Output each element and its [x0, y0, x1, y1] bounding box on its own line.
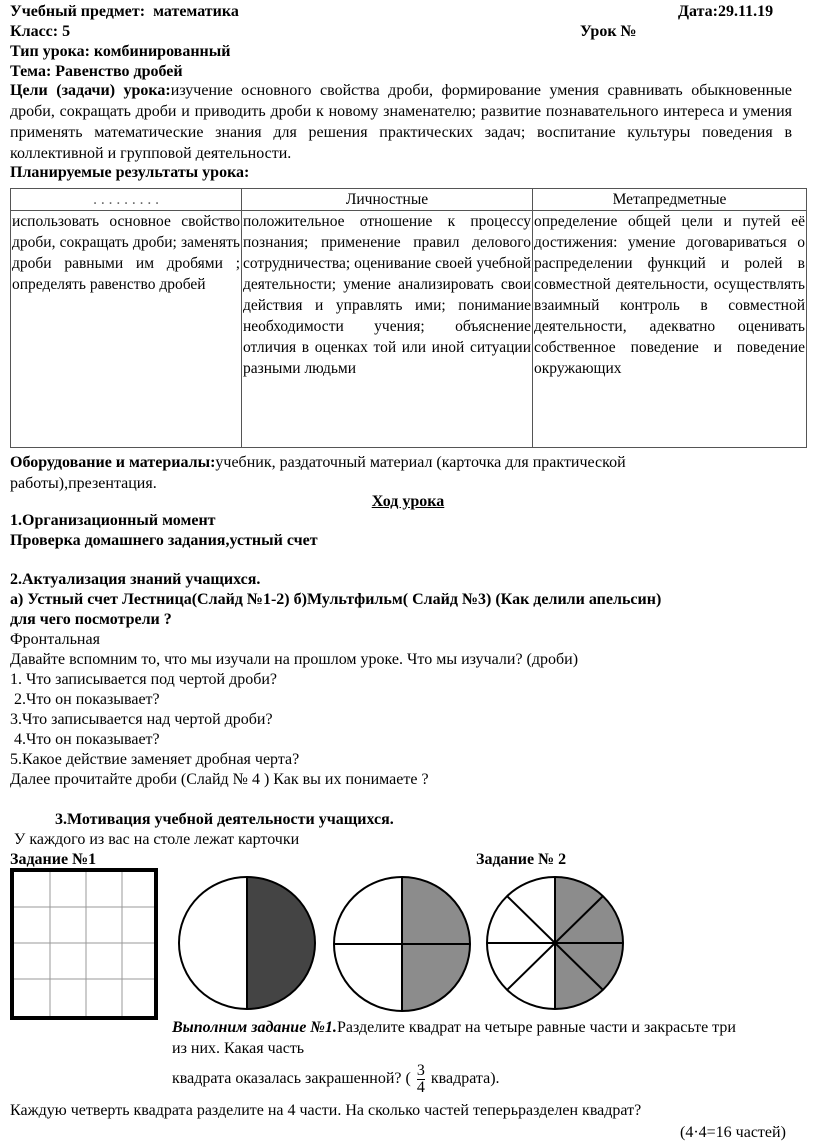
text-line: 5.Какое действие заменяет дробная черта?: [10, 751, 300, 768]
planned-results: Планируемые результаты урока:: [10, 164, 250, 181]
table-header: . . . . . . . . .: [10, 188, 242, 211]
goals: Цели (задачи) урока:изучение основного с…: [10, 80, 792, 164]
table-header: Личностные: [241, 188, 533, 211]
equipment-text: учебник, раздаточный материал (карточка …: [10, 454, 626, 492]
text-line: для чего посмотрели ?: [10, 611, 172, 628]
denominator: 4: [416, 1078, 425, 1096]
square-grid: [10, 868, 158, 1020]
text-line: а) Устный счет Лестница(Слайд №1-2) б)Му…: [10, 591, 662, 608]
date: Дата:29.11.19: [678, 3, 774, 20]
table-cell: использовать основное свойство дроби, со…: [10, 210, 242, 448]
text-line: Давайте вспомним то, что мы изучали на п…: [10, 651, 579, 668]
task2-label: Задание № 2: [476, 851, 567, 868]
goals-text: изучение основного свойства дроби, форми…: [10, 82, 792, 162]
text-line: У каждого из вас на столе лежат карточки: [10, 831, 300, 848]
subject-label: Учебный предмет:: [10, 3, 146, 20]
text-line: 3.Что записывается над чертой дроби?: [10, 711, 273, 728]
class: Класс: 5: [10, 23, 71, 40]
text-line: 2.Актуализация знаний учащихся.: [10, 571, 261, 588]
task-lead: Выполним задание №1.: [172, 1019, 337, 1036]
table-header-row: . . . . . . . . . Личностные Метапредмет…: [10, 188, 807, 211]
subject: Учебный предмет: математика: [10, 2, 239, 22]
text-line: 1. Что записывается под чертой дроби?: [10, 671, 278, 688]
text-line: Фронтальная: [10, 631, 100, 648]
course-title: Ход урока: [371, 493, 445, 510]
topic: Тема: Равенство дробей: [10, 63, 183, 80]
table-cell: определение общей цели и путей её достиж…: [532, 210, 807, 448]
goals-label: Цели (задачи) урока:: [10, 82, 171, 99]
table-cell: положительное отношение к процессу позна…: [241, 210, 533, 448]
task-text-line4: Каждую четверть квадрата разделите на 4 …: [10, 1102, 642, 1119]
task-figures: [10, 868, 624, 1020]
task1-label: Задание №1: [10, 851, 97, 868]
text-line: 1.Организационный момент: [10, 512, 216, 529]
circle-eighths: [486, 876, 624, 1010]
text-line: Проверка домашнего задания,устный счет: [10, 532, 318, 549]
text-line: 2.Что он показывает?: [10, 691, 160, 708]
lesson-number: Урок №: [580, 23, 637, 40]
results-table: . . . . . . . . . Личностные Метапредмет…: [10, 188, 807, 448]
task-text-line1: Выполним задание №1.Разделите квадрат на…: [172, 1018, 736, 1038]
table-header: Метапредметные: [532, 188, 807, 211]
task-answer: (4·4=16 частей): [680, 1124, 786, 1141]
numerator: 3: [416, 1061, 425, 1080]
circle-halves: [178, 876, 316, 1010]
text-line: 4.Что он показывает?: [10, 731, 160, 748]
task-text-line2: из них. Какая часть: [172, 1040, 305, 1057]
task-text: квадрата).: [430, 1070, 500, 1087]
table-row: использовать основное свойство дроби, со…: [10, 210, 807, 448]
text-line: Далее прочитайте дроби (Слайд № 4 ) Как …: [10, 771, 429, 788]
equipment-label: Оборудование и материалы:: [10, 454, 216, 471]
circle-quarters: [333, 876, 471, 1012]
subject-value: математика: [153, 3, 239, 20]
task-text: Разделите квадрат на четыре равные части…: [336, 1019, 736, 1036]
equipment: Оборудование и материалы:учебник, раздат…: [10, 452, 710, 494]
text-line: 3.Мотивация учебной деятельности учащихс…: [55, 811, 394, 828]
lesson-type: Тип урока: комбинированный: [10, 43, 231, 60]
task-text: квадрата оказалась закрашенной? (: [172, 1070, 411, 1087]
task-text-line3: квадрата оказалась закрашенной? ( 3 4 квадр…: [172, 1062, 500, 1096]
